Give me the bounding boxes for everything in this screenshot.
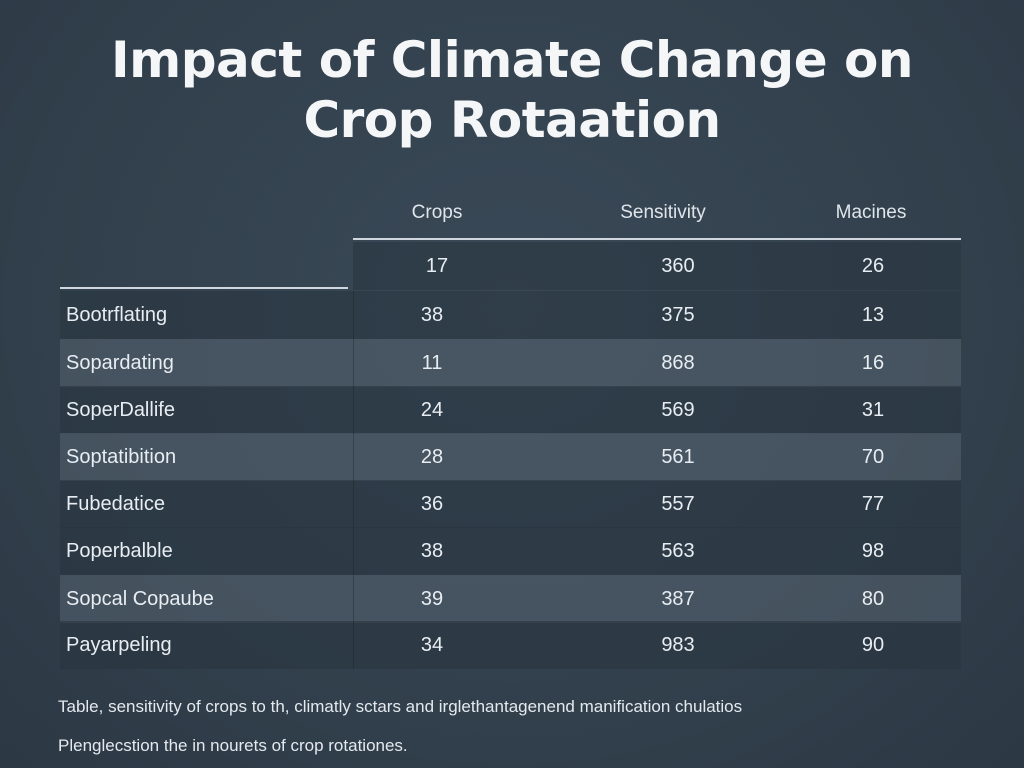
table-row: Fubedatice 36 557 77 bbox=[60, 480, 961, 528]
table-cell: 28 bbox=[420, 446, 444, 468]
row-label: Bootrflating bbox=[66, 304, 168, 326]
table-cell: 24 bbox=[420, 399, 444, 421]
row-label: Poperbalble bbox=[66, 540, 173, 562]
table-row: Bootrflating 38 375 13 bbox=[60, 291, 961, 339]
table-cell: 563 bbox=[661, 540, 695, 562]
title-line-2: Crop Rotaation bbox=[303, 91, 721, 149]
table-cell: 983 bbox=[661, 634, 695, 656]
column-header-macines: Macines bbox=[835, 202, 907, 223]
row-separator bbox=[353, 291, 354, 339]
row-separator bbox=[353, 480, 354, 528]
table-row: Payarpeling 34 983 90 bbox=[60, 621, 961, 669]
row-label: Sopcal Copaube bbox=[66, 588, 214, 610]
table-cell: 80 bbox=[861, 588, 885, 610]
table-cell: 26 bbox=[861, 255, 885, 277]
table-row: Soptatibition 28 561 70 bbox=[60, 433, 961, 481]
row-label: Sopardating bbox=[66, 352, 174, 374]
table-cell: 569 bbox=[661, 399, 695, 421]
table-row: SoperDallife 24 569 31 bbox=[60, 386, 961, 434]
table-cell: 13 bbox=[861, 304, 885, 326]
table-cell: 38 bbox=[420, 304, 444, 326]
caption-line-1: Table, sensitivity of crops to th, clima… bbox=[58, 697, 743, 716]
row-label: SoperDallife bbox=[66, 399, 175, 421]
page-title: Impact of Climate Change on Crop Rotaati… bbox=[0, 30, 1024, 150]
table-cell: 39 bbox=[420, 588, 444, 610]
row-separator bbox=[353, 527, 354, 575]
title-line-1: Impact of Climate Change on bbox=[111, 31, 913, 89]
table-cell: 387 bbox=[661, 588, 695, 610]
table-cell: 70 bbox=[861, 446, 885, 468]
table-cell: 98 bbox=[861, 540, 885, 562]
row-label-divider bbox=[60, 287, 348, 289]
table-cell: 90 bbox=[861, 634, 885, 656]
row-separator bbox=[353, 339, 354, 387]
row-label: Soptatibition bbox=[66, 446, 177, 468]
header-divider bbox=[353, 238, 961, 240]
row-separator bbox=[353, 575, 354, 623]
table-cell: 31 bbox=[861, 399, 885, 421]
column-header-crops: Crops bbox=[411, 202, 463, 223]
row-label: Fubedatice bbox=[66, 493, 165, 515]
caption-line-2: Plenglecstion the in nourets of crop rot… bbox=[58, 736, 408, 755]
table-cell: 375 bbox=[661, 304, 695, 326]
table-row: Sopardating 11 868 16 bbox=[60, 339, 961, 387]
row-label: Payarpeling bbox=[66, 634, 172, 656]
table-cell: 11 bbox=[421, 352, 443, 374]
table-cell: 557 bbox=[661, 493, 695, 515]
row-separator bbox=[353, 386, 354, 434]
table-cell: 360 bbox=[661, 255, 695, 277]
row-separator bbox=[353, 621, 354, 669]
table-cell: 77 bbox=[861, 493, 885, 515]
table-cell: 17 bbox=[425, 255, 449, 277]
table-cell: 16 bbox=[861, 352, 885, 374]
row-separator bbox=[353, 433, 354, 481]
table-row: Poperbalble 38 563 98 bbox=[60, 527, 961, 575]
column-header-sensitivity: Sensitivity bbox=[620, 202, 706, 223]
table-cell: 868 bbox=[661, 352, 695, 374]
table-cell: 34 bbox=[420, 634, 444, 656]
table-cell: 38 bbox=[420, 540, 444, 562]
table-cell: 36 bbox=[420, 493, 444, 515]
table-cell: 561 bbox=[661, 446, 695, 468]
table-row: 17 360 26 bbox=[353, 242, 961, 290]
table-row: Sopcal Copaube 39 387 80 bbox=[60, 575, 961, 623]
